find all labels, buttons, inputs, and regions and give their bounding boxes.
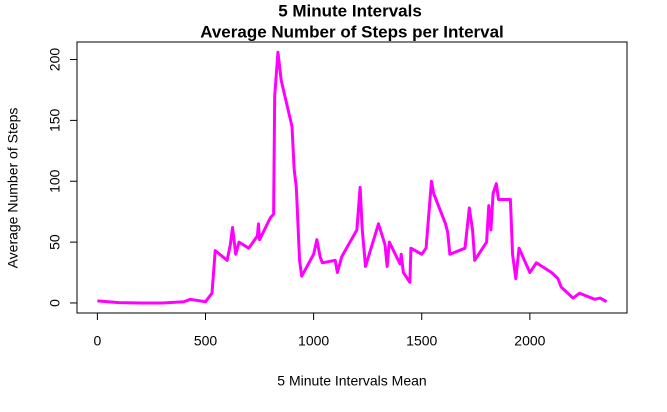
x-tick-label: 2000	[514, 333, 545, 349]
y-tick-label: 0	[47, 299, 63, 307]
data-line	[97, 50, 608, 305]
y-tick-label: 200	[47, 48, 63, 72]
y-axis-label: Average Number of Steps	[5, 108, 21, 269]
x-tick-label: 1500	[406, 333, 437, 349]
x-tick-label: 500	[194, 333, 218, 349]
x-tick-label: 1000	[298, 333, 329, 349]
y-tick-label: 100	[47, 169, 63, 193]
plot-box	[76, 41, 628, 314]
y-tick-label: 50	[47, 234, 63, 250]
x-axis-label: 5 Minute Intervals Mean	[277, 373, 426, 389]
chart-title: 5 Minute Intervals	[278, 1, 422, 20]
x-tick-label: 0	[93, 333, 101, 349]
chart-subtitle: Average Number of Steps per Interval	[200, 22, 504, 41]
y-tick-label: 150	[47, 108, 63, 132]
